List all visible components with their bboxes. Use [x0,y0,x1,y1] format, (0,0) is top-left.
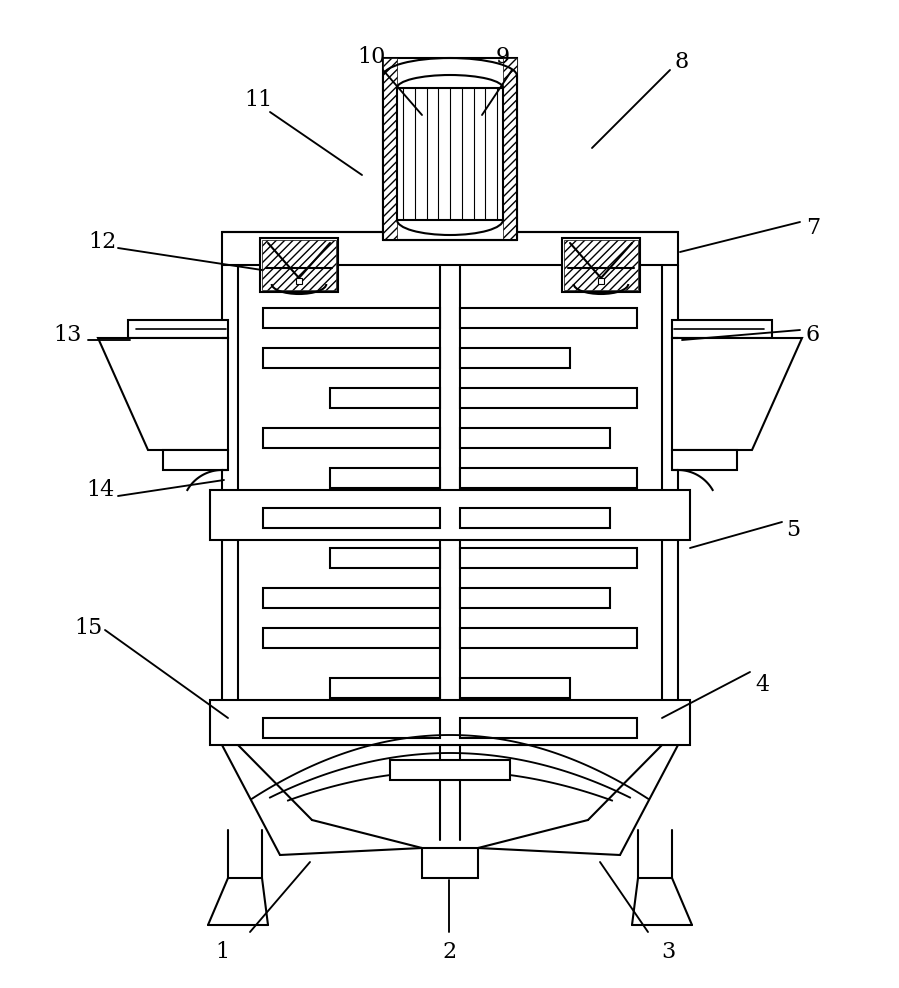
Bar [383,58,517,240]
Bar [262,240,336,290]
Text: 7: 7 [806,217,820,239]
Text: 5: 5 [786,519,800,541]
Text: 8: 8 [675,51,690,73]
Bar [263,628,440,648]
Bar [460,428,610,448]
Polygon shape [672,338,802,450]
Bar [422,848,478,878]
Bar [503,58,517,240]
Text: 13: 13 [54,324,82,346]
Bar [263,308,440,328]
Text: 4: 4 [755,674,769,696]
Bar [263,588,440,608]
Bar [460,388,637,408]
Bar [460,348,570,368]
Bar [260,238,338,292]
Text: 15: 15 [74,617,102,639]
Bar [263,428,440,448]
Bar [598,278,604,284]
Bar [128,320,228,338]
Bar [460,588,610,608]
Bar [330,678,440,698]
Bar [460,678,570,698]
Bar [296,278,302,284]
Bar [562,238,640,292]
Polygon shape [98,338,228,450]
Bar [460,628,637,648]
Bar [672,320,772,338]
Text: 14: 14 [86,479,114,501]
Bar [460,468,637,488]
Bar [397,88,503,220]
Text: 12: 12 [88,231,116,253]
Bar [163,450,228,470]
Text: 6: 6 [806,324,820,346]
Bar [564,240,638,290]
Bar [460,548,637,568]
Bar [390,760,510,780]
Bar [222,232,678,265]
Bar [330,548,440,568]
Bar [330,468,440,488]
Bar [263,348,440,368]
Text: 1: 1 [215,941,229,963]
Text: 2: 2 [442,941,456,963]
Bar [210,490,690,540]
Text: 9: 9 [496,46,510,68]
Bar [672,450,737,470]
Bar [383,58,397,240]
Text: 11: 11 [244,89,272,111]
Bar [330,388,440,408]
Bar [460,308,637,328]
Text: 10: 10 [358,46,387,68]
Text: 3: 3 [661,941,675,963]
Bar [460,508,610,528]
Bar [263,718,440,738]
Bar [263,508,440,528]
Bar [460,718,637,738]
Bar [210,700,690,745]
